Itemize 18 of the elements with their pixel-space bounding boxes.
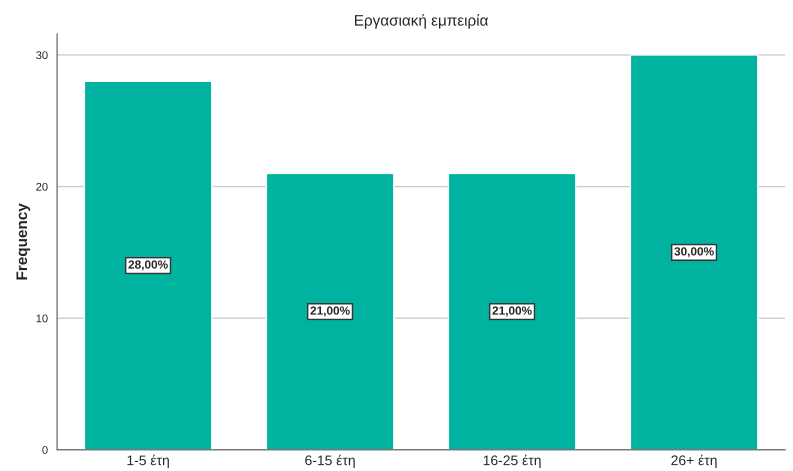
- bar: [630, 54, 758, 450]
- data-label: 21,00%: [492, 306, 532, 316]
- y-tick-label: 30: [36, 51, 48, 60]
- y-axis-title: Frequency: [16, 203, 30, 280]
- y-tick-label: 20: [36, 182, 48, 191]
- y-tick-label: 0: [42, 446, 48, 454]
- bar: [84, 80, 212, 450]
- chart-title: Εργασιακή εμπειρία: [355, 14, 488, 29]
- x-tick-label: 26+ έτη: [671, 454, 717, 468]
- data-label: 28,00%: [128, 260, 168, 270]
- x-tick-label: 16-25 έτη: [484, 454, 541, 468]
- data-label: 21,00%: [310, 306, 350, 316]
- x-tick-label: 6-15 έτη: [305, 454, 355, 468]
- bar: [448, 172, 576, 450]
- x-tick-label: 1-5 έτη: [127, 454, 169, 468]
- data-label: 30,00%: [674, 247, 714, 258]
- y-tick-label: 10: [36, 314, 48, 322]
- bar: [266, 172, 394, 450]
